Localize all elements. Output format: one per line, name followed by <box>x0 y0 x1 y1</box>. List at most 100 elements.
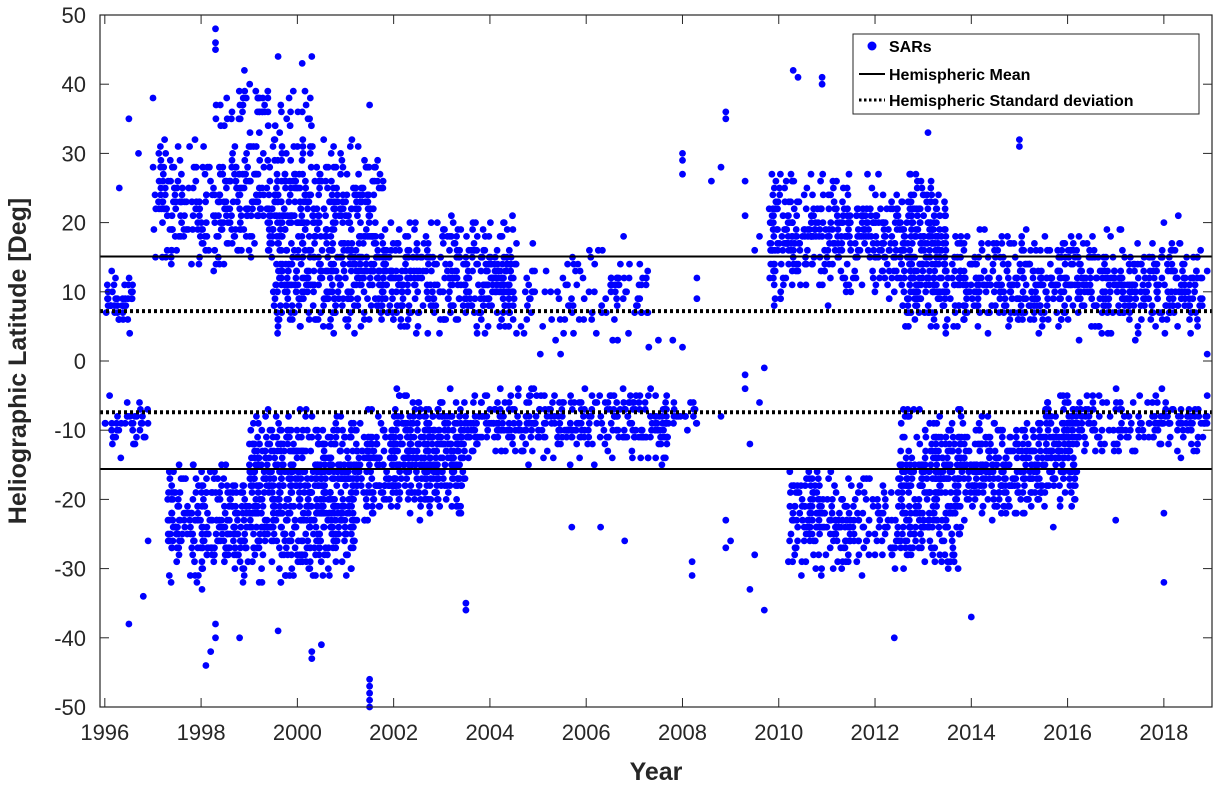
sar-point <box>854 233 861 240</box>
sar-point <box>202 219 210 227</box>
sar-point <box>570 329 577 337</box>
sar-point <box>1126 316 1133 323</box>
sar-point <box>260 163 268 171</box>
sar-point <box>470 246 477 254</box>
sar-point <box>133 413 141 420</box>
sar-point <box>484 426 492 434</box>
sar-point <box>936 212 944 220</box>
sar-point <box>337 475 345 482</box>
sar-point <box>597 413 605 420</box>
sar-point <box>954 323 961 330</box>
sar-point <box>179 184 186 192</box>
sar-point <box>223 115 231 123</box>
sar-point <box>867 233 875 240</box>
sar-point <box>337 509 345 517</box>
sar-point <box>689 399 697 406</box>
sar-point <box>347 419 355 427</box>
sar-point <box>1004 274 1012 282</box>
sar-point <box>266 177 274 185</box>
sar-point <box>1024 440 1032 448</box>
sar-point <box>941 198 948 206</box>
sar-point <box>102 419 109 427</box>
sar-point <box>177 475 185 482</box>
sar-point <box>396 274 404 282</box>
sar-point <box>934 295 942 303</box>
sar-point <box>155 150 163 157</box>
sar-point <box>872 233 880 240</box>
sar-point <box>791 502 799 510</box>
sar-point <box>120 302 128 309</box>
sar-point <box>1060 475 1067 482</box>
sar-point <box>953 496 961 503</box>
sar-point <box>226 489 234 496</box>
sar-point <box>592 329 600 337</box>
sar-point <box>287 156 295 164</box>
sar-point <box>365 316 373 323</box>
sar-point <box>110 433 118 441</box>
sar-point <box>212 489 220 496</box>
sar-point <box>886 246 893 254</box>
sar-point <box>804 233 812 240</box>
sar-point <box>212 212 219 220</box>
sar-point <box>270 475 278 482</box>
sar-point <box>543 413 551 420</box>
sar-point <box>880 219 887 227</box>
sar-point <box>318 502 325 510</box>
sar-point <box>1111 267 1118 275</box>
sar-point <box>343 509 351 517</box>
sar-point <box>845 509 853 517</box>
sar-point <box>627 392 634 399</box>
sar-point <box>288 302 296 309</box>
sar-point <box>264 94 272 102</box>
sar-point <box>908 260 916 268</box>
sar-point <box>320 447 328 455</box>
sar-point <box>831 205 839 213</box>
sar-point <box>376 267 384 275</box>
sar-point <box>920 212 927 220</box>
sar-point <box>210 475 218 482</box>
sar-point <box>1191 281 1199 289</box>
sar-point <box>835 523 843 531</box>
sar-point <box>1174 302 1182 309</box>
sar-point <box>1116 226 1124 233</box>
sar-point <box>933 323 940 330</box>
sar-point <box>366 274 374 282</box>
sar-point <box>572 426 579 434</box>
sar-point <box>191 136 199 144</box>
sar-point <box>223 212 230 220</box>
sar-point <box>963 295 970 303</box>
sar-point <box>975 419 983 427</box>
sar-point <box>940 226 948 233</box>
sar-point <box>477 267 485 275</box>
sar-point <box>311 177 319 185</box>
sar-point <box>192 177 200 185</box>
sar-point <box>579 274 587 282</box>
sar-point <box>840 544 848 552</box>
sar-point <box>479 413 486 420</box>
sar-point <box>920 246 928 254</box>
sar-point <box>948 419 956 427</box>
sar-point <box>253 413 260 420</box>
sar-point <box>453 233 460 240</box>
sar-point <box>389 482 397 489</box>
sar-point <box>203 233 211 240</box>
sar-point <box>777 170 784 178</box>
sar-point <box>108 426 115 434</box>
sar-point <box>328 226 336 233</box>
sar-point <box>490 419 497 427</box>
sar-point <box>218 516 226 524</box>
sar-point <box>1150 260 1158 268</box>
sar-point <box>907 198 915 206</box>
sar-point <box>927 184 935 192</box>
sar-point <box>1069 302 1077 309</box>
sar-point <box>585 288 593 296</box>
sar-point <box>1158 274 1166 282</box>
sar-point <box>373 274 381 282</box>
sar-point <box>536 433 543 441</box>
sar-point <box>344 316 352 323</box>
sar-point <box>987 281 994 289</box>
sar-point <box>213 233 221 240</box>
sar-point <box>897 419 905 427</box>
sar-point <box>318 246 326 254</box>
sar-point <box>1075 233 1083 240</box>
